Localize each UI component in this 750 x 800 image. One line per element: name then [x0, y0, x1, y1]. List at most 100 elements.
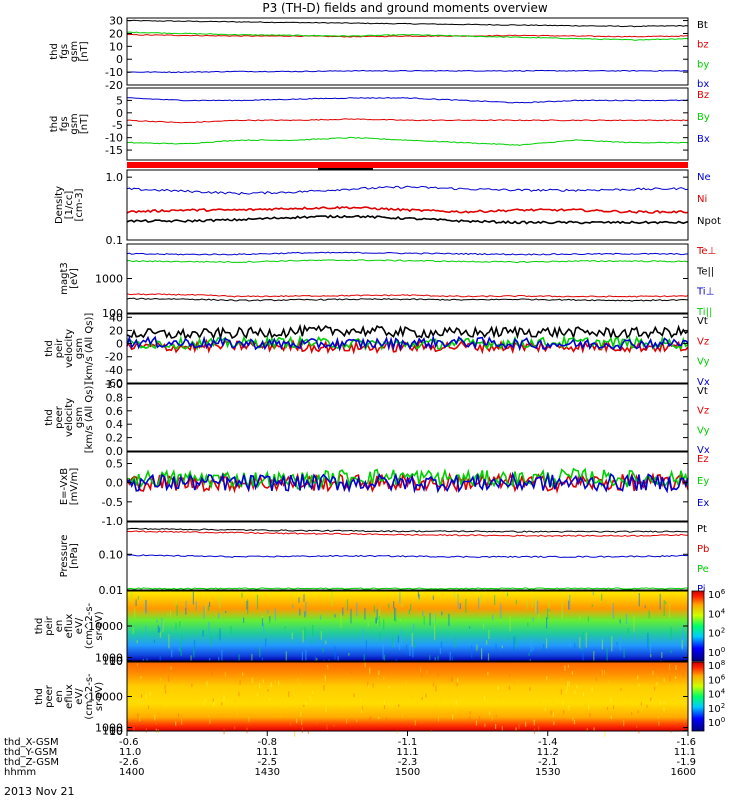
y-tick-label: -20	[105, 351, 123, 364]
legend-press-Pt: Pt	[697, 524, 707, 535]
legend-dens-Ne: Ne	[697, 172, 711, 183]
y-axis-label: thdfgsgsm[nT]	[49, 113, 90, 134]
y-tick-label: 1000	[95, 652, 123, 665]
x-tick-label: 1530	[535, 767, 560, 778]
panel-ve: 0.00.20.40.60.81.0 thdpeervelocitygsm[km/…	[44, 378, 710, 458]
spectrogram-ispec	[127, 591, 688, 661]
y-tick-label: 0.10	[99, 548, 124, 561]
legend-bgsm-bx: bx	[697, 79, 709, 90]
y-tick-label: 10	[109, 655, 123, 668]
y-axis-label: thdfgsgsm[nT]	[49, 41, 90, 62]
series-line-press-0	[126, 527, 689, 533]
y-tick-label: 1000	[95, 722, 123, 735]
series-line-vi-0	[126, 323, 689, 341]
y-tick-label: 20	[109, 324, 123, 337]
panel-frame-ve	[126, 383, 689, 452]
y-tick-label: 40	[109, 311, 123, 324]
y-axis-label: thdpeerenefluxeV/(cm^2-s-sr-eV)	[34, 673, 105, 720]
series-line-press-1	[126, 530, 689, 537]
legend-temp-Ti⊥: Ti⊥	[696, 287, 714, 298]
y-tick-label: 0.01	[99, 584, 124, 597]
series-line-bgsm-1	[126, 33, 688, 38]
panel-efield: -1.0 -0.5 0.0 0.5 E=-VxB[mV/m] Ez Ey Ex	[59, 451, 709, 528]
legend-bgsm2-Bz: Bz	[697, 90, 709, 101]
y-tick-label: 0.6	[106, 405, 124, 418]
legend-temp-Te||: Te||	[696, 266, 714, 277]
legend-bgsm-Bt: Bt	[697, 20, 708, 31]
x-tick-label: 1430	[255, 767, 280, 778]
x-tick-label: 11.2	[537, 747, 559, 758]
spectrogram-espec	[127, 662, 688, 731]
y-tick-label: -0.5	[102, 496, 123, 509]
panel-frame-bgsm2	[126, 87, 689, 161]
y-tick-label: 0.1	[106, 234, 124, 247]
y-tick-label: 0.8	[106, 391, 124, 404]
x-tick-label: -1.4	[538, 737, 558, 748]
y-tick-label: -20	[105, 79, 123, 92]
y-tick-label: 10000	[88, 691, 123, 704]
y-tick-label: 10	[109, 725, 123, 738]
series-line-bgsm2-0	[126, 118, 689, 124]
y-tick-label: -10	[105, 66, 123, 79]
series-line-bgsm2-1	[126, 136, 689, 147]
y-tick-label: -1.0	[102, 515, 123, 528]
x-tick-label: 11.1	[674, 747, 696, 758]
series-line-bgsm2-2	[126, 97, 689, 104]
y-tick-label: 30	[109, 15, 123, 28]
legend-dens-Ni: Ni	[697, 194, 707, 205]
legend-vi-Vy: Vy	[697, 357, 710, 368]
legend-efield-Ey: Ey	[697, 476, 709, 487]
series-line-bgsm-2	[126, 31, 689, 41]
series-line-temp-3	[126, 259, 689, 264]
x-row-label: hhmm	[4, 767, 36, 778]
legend-ve-Vy: Vy	[697, 425, 710, 436]
y-axis-label: thdpeirvelocitygsm[km/s (All Qs)]	[44, 313, 95, 385]
y-tick-label: 5	[116, 94, 123, 107]
y-tick-label: 100	[102, 655, 123, 668]
series-line-press-2	[126, 587, 689, 590]
colorbar-ispec	[691, 590, 705, 662]
x-tick-label: -2.3	[398, 757, 418, 768]
y-tick-label: 100	[102, 307, 123, 320]
y-tick-label: 0.0	[106, 477, 124, 490]
panel-frame-vi	[126, 313, 689, 384]
x-tick-label: 1600	[671, 767, 696, 778]
colorbar-tick-label: 108	[708, 659, 725, 672]
legend-bgsm-bz: bz	[697, 40, 709, 51]
series-line-dens-0	[126, 185, 689, 196]
y-tick-label: 0.2	[106, 432, 124, 445]
y-tick-label: 1.0	[106, 378, 124, 391]
series-line-dens-1	[126, 205, 689, 214]
panel-frame-efield	[126, 451, 689, 522]
legend-temp-Te⊥: Te⊥	[696, 246, 716, 257]
legend-press-Pe: Pe	[697, 564, 709, 575]
legend-bgsm2-Bx: Bx	[697, 134, 710, 145]
legend-bgsm2-By: By	[697, 112, 710, 123]
y-tick-label: 0.5	[106, 458, 124, 471]
quality-flag-marker	[318, 168, 373, 170]
y-tick-label: 0	[116, 338, 123, 351]
series-line-vi-3	[126, 334, 689, 352]
y-axis-label: magt3[eV]	[59, 262, 80, 295]
x-axis-labels: thd_X-GSMthd_Y-GSMthd_Z-GSMhhmm-0.611.0-…	[4, 731, 696, 778]
y-axis-label: Density[1/cc][cm-3]	[54, 186, 85, 224]
series-line-bgsm-0	[126, 19, 689, 28]
legend-ve-Vz: Vz	[697, 406, 709, 417]
x-tick-label: -1.1	[398, 737, 418, 748]
x-tick-label: 11.1	[396, 747, 418, 758]
y-tick-label: 100	[102, 725, 123, 738]
colorbar-tick-label: 106	[708, 588, 726, 601]
y-tick-label: -15	[105, 144, 123, 157]
colorbar-tick-label: 100	[708, 646, 725, 659]
legend-press-Pb: Pb	[697, 544, 709, 555]
panel-frame-dens	[126, 169, 689, 241]
x-row-label: thd_X-GSM	[4, 737, 59, 748]
y-tick-label: -10	[105, 132, 123, 145]
x-tick-label: -2.1	[538, 757, 558, 768]
panels: -20-100102030thdfgsgsm[nT]Btbzbybx-15-10…	[34, 15, 721, 738]
legend-dens-Npot: Npot	[697, 216, 721, 227]
